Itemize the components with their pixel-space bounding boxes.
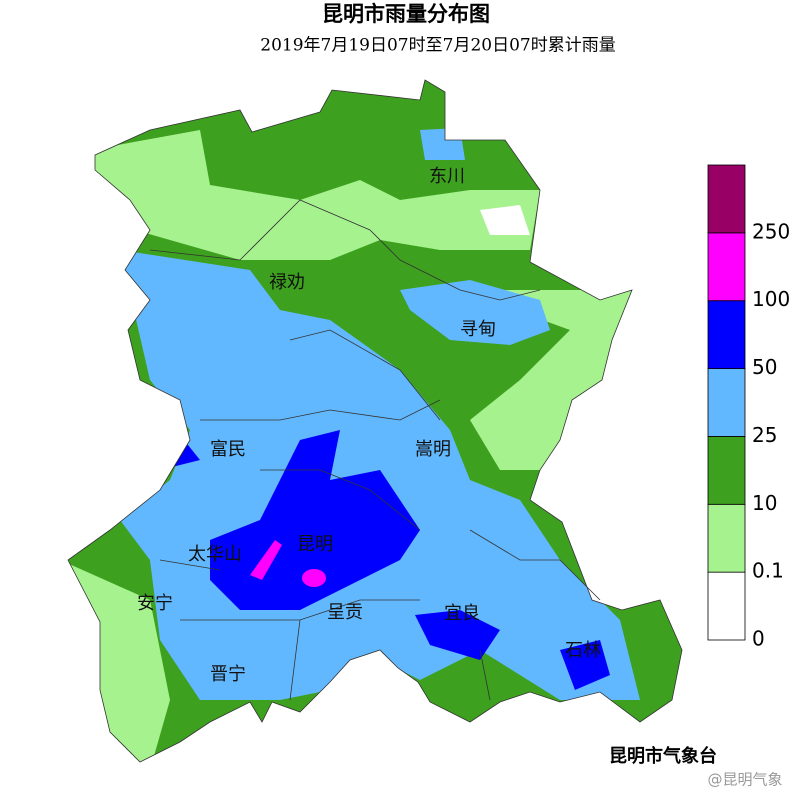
legend-swatch xyxy=(707,164,746,234)
legend-label: 10 xyxy=(752,491,777,515)
legend-swatch xyxy=(707,300,746,369)
legend-label: 0.1 xyxy=(752,559,784,583)
legend-label: 25 xyxy=(752,423,777,447)
place-label: 晋宁 xyxy=(210,664,246,685)
legend-swatch xyxy=(707,571,746,641)
place-label: 东川 xyxy=(429,166,465,187)
source: 昆明市气象台 xyxy=(609,745,717,767)
legend-label: 250 xyxy=(752,219,790,243)
place-label: 石林 xyxy=(565,640,601,661)
place-label: 富民 xyxy=(210,439,246,460)
title: 昆明市雨量分布图 xyxy=(322,2,490,26)
place-label: 禄劝 xyxy=(269,272,305,293)
legend-label: 0 xyxy=(752,627,765,651)
place-label: 呈贡 xyxy=(327,602,363,623)
legend: 0 0.1 10 25 50 100 250 xyxy=(707,164,790,651)
place-label: 嵩明 xyxy=(415,439,451,460)
district-borders xyxy=(149,199,601,701)
place-label: 宜良 xyxy=(444,603,480,624)
subtitle: 2019年7月19日07时至7月20日07时累计雨量 xyxy=(260,36,615,56)
legend-swatch xyxy=(707,368,746,437)
place-label: 寻甸 xyxy=(460,319,496,340)
watermark: @昆明气象 xyxy=(707,771,782,789)
place-label: 安宁 xyxy=(137,593,173,614)
legend-swatch xyxy=(707,232,746,302)
place-label: 昆明 xyxy=(297,534,333,555)
legend-label: 100 xyxy=(752,287,790,311)
legend-swatch xyxy=(707,503,746,573)
place-label: 太华山 xyxy=(188,544,242,565)
legend-swatch xyxy=(707,436,746,505)
legend-label: 50 xyxy=(752,355,777,379)
